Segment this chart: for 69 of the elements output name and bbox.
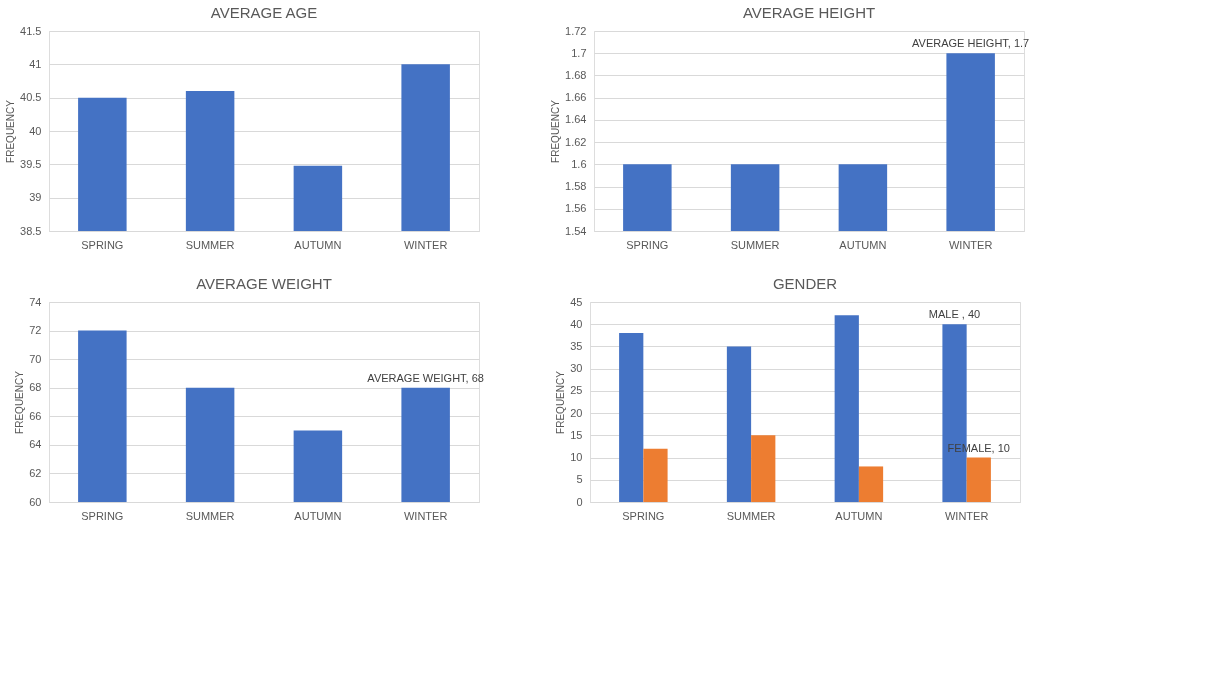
y-tick-label: 15 [570, 428, 583, 441]
x-tick-label: SPRING [622, 509, 665, 522]
y-tick-label: 60 [29, 495, 42, 508]
bar [751, 435, 776, 502]
chart-title: AVERAGE WEIGHT [196, 275, 332, 292]
y-tick-label: 40.5 [20, 91, 42, 104]
x-tick-label: SPRING [81, 509, 124, 522]
y-tick-label: 1.58 [565, 180, 587, 193]
y-tick-label: 1.64 [565, 113, 587, 126]
y-axis-title: FREQUENCY [550, 99, 562, 163]
y-tick-label: 40 [570, 317, 583, 330]
bar [858, 466, 884, 502]
y-tick-label: 66 [29, 409, 42, 422]
y-tick-label: 39.5 [20, 157, 42, 170]
y-tick-label: 1.7 [571, 46, 587, 59]
y-tick-label: 1.6 [571, 157, 587, 170]
y-tick-label: 70 [29, 352, 42, 365]
x-tick-label: SUMMER [730, 238, 780, 251]
chart-title: AVERAGE HEIGHT [742, 4, 876, 21]
x-tick-label: WINTER [944, 509, 989, 522]
chart-title: GENDER [772, 275, 838, 292]
y-tick-label: 30 [570, 362, 583, 375]
y-axis-title: FREQUENCY [14, 370, 26, 434]
x-tick-label: SUMMER [185, 238, 235, 251]
y-tick-label: 40 [29, 124, 42, 137]
x-tick-label: AUTUMN [835, 509, 883, 522]
y-tick-label: 72 [29, 324, 42, 337]
bar [643, 448, 668, 502]
y-tick-label: 41 [29, 57, 42, 70]
bar [619, 333, 644, 502]
annotation: AVERAGE WEIGHT, 68 [367, 371, 484, 384]
y-tick-label: 1.54 [565, 224, 587, 237]
x-tick-label: WINTER [948, 238, 993, 251]
y-axis-title: FREQUENCY [5, 99, 17, 163]
x-tick-label: WINTER [403, 509, 448, 522]
x-tick-label: WINTER [403, 238, 448, 251]
x-tick-label: SUMMER [185, 509, 235, 522]
y-tick-label: 74 [29, 295, 42, 308]
y-tick-label: 1.72 [565, 24, 587, 37]
x-tick-label: SPRING [81, 238, 124, 251]
chart-title: AVERAGE AGE [210, 4, 318, 21]
y-tick-label: 10 [570, 451, 583, 464]
annotation: MALE , 40 [928, 308, 981, 321]
y-tick-label: 62 [29, 466, 42, 479]
y-tick-label: 64 [29, 438, 42, 451]
bar [966, 457, 991, 502]
y-tick-label: 5 [576, 473, 583, 486]
y-tick-label: 35 [570, 339, 583, 352]
x-tick-label: SPRING [626, 238, 669, 251]
y-tick-label: 0 [576, 495, 583, 508]
y-tick-label: 41.5 [20, 24, 42, 37]
y-tick-label: 1.68 [565, 68, 587, 81]
bar [726, 346, 752, 502]
annotation: AVERAGE HEIGHT, 1.7 [912, 37, 1030, 50]
y-tick-label: 45 [570, 295, 583, 308]
bar [834, 315, 859, 502]
y-tick-label: 20 [570, 406, 583, 419]
x-tick-label: AUTUMN [839, 238, 887, 251]
y-tick-label: 38.5 [20, 224, 42, 237]
y-tick-label: 1.62 [565, 135, 587, 148]
x-tick-label: SUMMER [726, 509, 776, 522]
y-axis-title: FREQUENCY [555, 370, 567, 434]
y-tick-label: 25 [570, 384, 583, 397]
x-tick-label: AUTUMN [294, 509, 342, 522]
y-tick-label: 39 [29, 191, 42, 204]
y-tick-label: 1.56 [565, 202, 587, 215]
x-tick-label: AUTUMN [294, 238, 342, 251]
y-tick-label: 1.66 [565, 91, 587, 104]
y-tick-label: 68 [29, 381, 42, 394]
